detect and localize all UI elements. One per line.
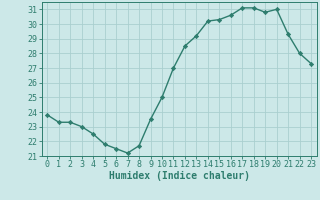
X-axis label: Humidex (Indice chaleur): Humidex (Indice chaleur) [109,171,250,181]
